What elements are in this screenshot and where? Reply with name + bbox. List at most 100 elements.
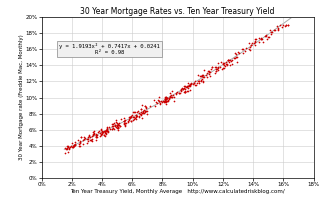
Point	[94, 132, 99, 136]
Point	[85, 137, 90, 141]
Point	[168, 93, 173, 97]
Point	[64, 146, 69, 149]
Point	[110, 124, 115, 128]
Point	[65, 144, 70, 147]
Point	[65, 145, 70, 148]
Point	[224, 60, 229, 63]
Point	[98, 127, 103, 131]
Point	[116, 126, 121, 129]
Point	[185, 84, 190, 88]
Point	[140, 109, 146, 112]
Point	[89, 137, 94, 141]
Point	[113, 124, 118, 128]
Point	[235, 60, 240, 63]
Point	[110, 127, 115, 130]
Point	[91, 132, 96, 136]
Point	[277, 23, 283, 27]
Point	[206, 70, 212, 73]
Point	[136, 114, 141, 117]
Point	[133, 116, 138, 120]
Point	[116, 121, 121, 124]
Point	[99, 132, 104, 136]
Point	[184, 89, 189, 93]
Point	[66, 150, 71, 153]
Point	[103, 132, 108, 136]
Point	[72, 143, 77, 146]
Point	[264, 37, 269, 40]
Point	[88, 138, 93, 141]
Point	[114, 120, 119, 124]
X-axis label: Ten Year Treasury Yield, Monthly Average   http://www.calculatedriskblog.com/: Ten Year Treasury Yield, Monthly Average…	[70, 189, 285, 194]
Point	[276, 28, 281, 32]
Point	[216, 66, 221, 70]
Point	[117, 124, 122, 128]
Point	[188, 89, 193, 92]
Point	[182, 85, 188, 88]
Point	[221, 62, 226, 65]
Point	[253, 37, 259, 40]
Point	[247, 45, 252, 48]
Point	[77, 144, 82, 148]
Point	[242, 50, 247, 53]
Point	[105, 128, 110, 131]
Point	[252, 39, 257, 43]
Point	[229, 58, 234, 61]
Point	[229, 60, 234, 63]
Point	[71, 146, 76, 149]
Point	[128, 119, 133, 122]
Point	[85, 138, 90, 141]
Point	[104, 130, 109, 133]
Point	[258, 38, 263, 41]
Point	[184, 86, 189, 89]
Point	[92, 130, 97, 133]
Point	[110, 124, 115, 128]
Point	[179, 88, 184, 91]
Point	[163, 99, 168, 102]
Point	[122, 119, 127, 123]
Point	[136, 109, 141, 113]
Point	[166, 98, 171, 102]
Point	[73, 142, 78, 146]
Point	[199, 78, 204, 81]
Point	[155, 101, 160, 104]
Point	[164, 96, 169, 99]
Point	[219, 67, 224, 71]
Point	[141, 111, 147, 114]
Point	[216, 69, 221, 72]
Point	[233, 51, 238, 54]
Point	[182, 91, 188, 94]
Point	[222, 64, 227, 67]
Point	[163, 98, 168, 101]
Point	[103, 131, 108, 134]
Point	[143, 107, 148, 110]
Point	[202, 68, 207, 72]
Point	[116, 123, 122, 127]
Point	[152, 99, 157, 102]
Point	[71, 145, 76, 148]
Point	[280, 23, 285, 27]
Point	[227, 63, 232, 66]
Point	[232, 56, 237, 59]
Point	[263, 33, 268, 37]
Point	[286, 23, 291, 27]
Point	[62, 151, 67, 155]
Point	[183, 90, 188, 94]
Point	[91, 133, 96, 136]
Point	[121, 122, 126, 126]
Point	[248, 43, 253, 47]
Point	[199, 78, 204, 81]
Point	[113, 119, 118, 122]
Point	[161, 100, 166, 103]
Point	[182, 89, 187, 92]
Point	[241, 51, 246, 54]
Point	[164, 95, 169, 98]
Point	[198, 74, 203, 77]
Point	[164, 99, 170, 102]
Point	[204, 73, 209, 76]
Point	[139, 103, 144, 106]
Point	[141, 108, 146, 112]
Point	[179, 89, 184, 92]
Point	[123, 124, 128, 128]
Point	[137, 112, 142, 115]
Point	[104, 129, 109, 132]
